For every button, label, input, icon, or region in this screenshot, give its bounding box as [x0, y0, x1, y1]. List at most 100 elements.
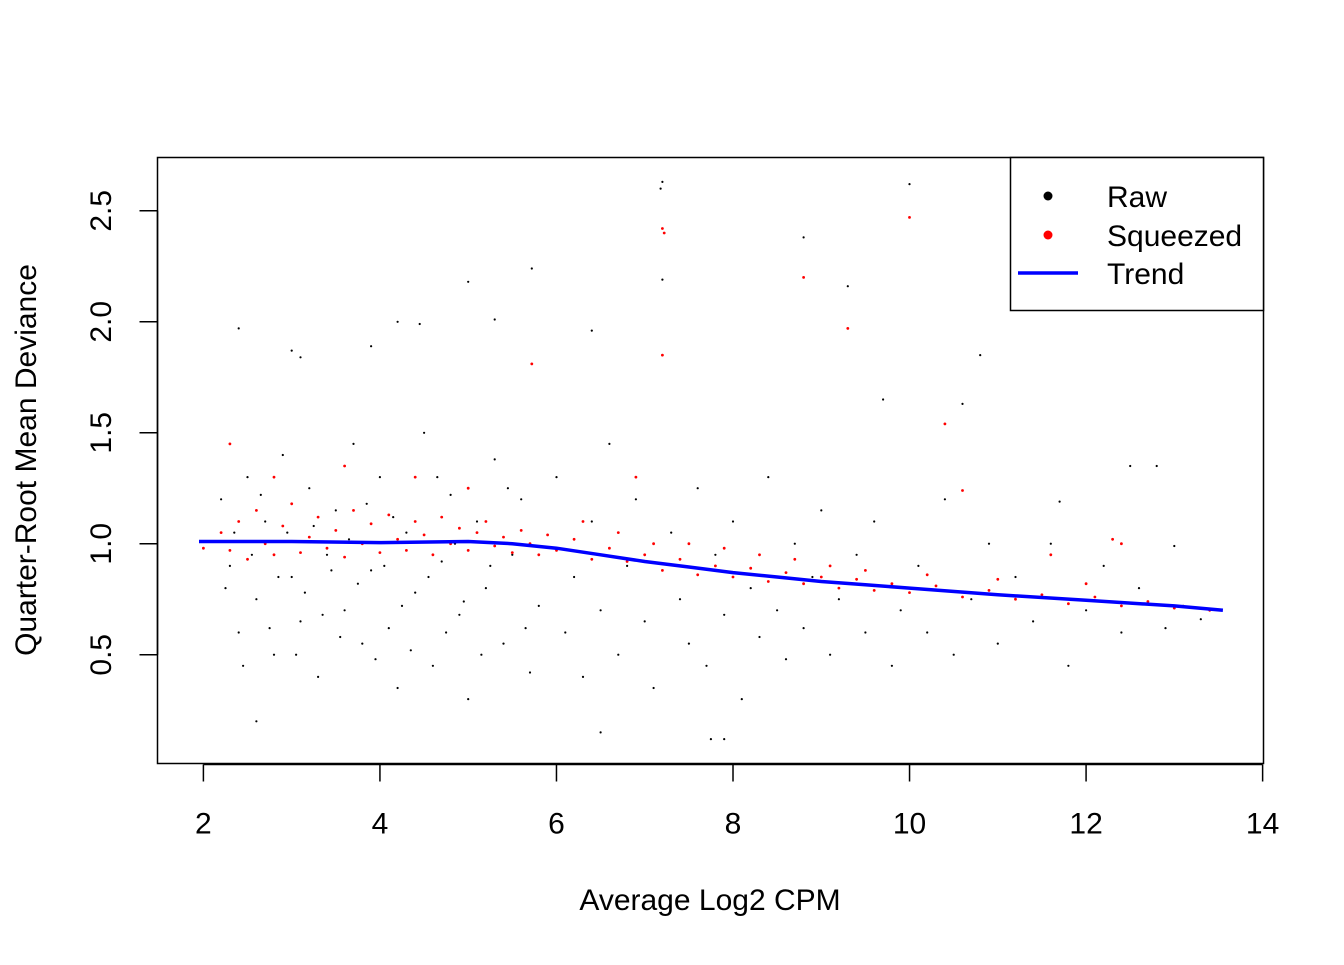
- squeezed-point: [1120, 542, 1123, 546]
- raw-point: [784, 658, 788, 661]
- squeezed-point: [1146, 600, 1150, 603]
- raw-point: [493, 458, 496, 461]
- squeezed-point: [943, 422, 947, 426]
- raw-point: [829, 653, 832, 656]
- x-tick-label: 12: [1069, 808, 1102, 841]
- legend-squeezed-symbol: [1043, 230, 1053, 240]
- raw-point: [996, 642, 999, 645]
- raw-point: [855, 553, 858, 556]
- raw-point: [564, 631, 567, 634]
- raw-point: [480, 653, 483, 656]
- squeezed-point: [793, 557, 797, 561]
- squeezed-point: [616, 531, 620, 534]
- squeezed-point: [440, 515, 444, 519]
- squeezed-point: [766, 580, 770, 583]
- squeezed-point: [530, 362, 534, 366]
- squeezed-point: [749, 566, 753, 570]
- squeezed-point: [272, 475, 276, 479]
- raw-point: [659, 187, 662, 190]
- squeezed-point: [458, 526, 461, 530]
- raw-point: [537, 604, 540, 608]
- squeezed-point: [405, 549, 408, 552]
- squeezed-point: [634, 475, 638, 479]
- raw-point: [802, 236, 805, 239]
- raw-point: [330, 569, 333, 572]
- raw-point: [484, 587, 487, 590]
- y-tick-label: 1.5: [85, 412, 118, 454]
- squeezed-point: [661, 353, 664, 357]
- raw-point: [590, 520, 593, 523]
- raw-point: [299, 620, 302, 623]
- raw-point: [1155, 464, 1158, 468]
- raw-point: [255, 720, 258, 723]
- squeezed-point: [343, 464, 346, 468]
- raw-point: [1102, 564, 1105, 568]
- raw-point: [731, 520, 735, 523]
- raw-point: [696, 487, 699, 490]
- raw-point: [530, 267, 533, 270]
- raw-point: [431, 664, 434, 667]
- raw-point: [228, 564, 231, 568]
- raw-point: [493, 318, 496, 321]
- raw-point: [290, 349, 293, 352]
- squeezed-point: [281, 524, 285, 528]
- squeezed-point: [228, 442, 232, 446]
- squeezed-point: [828, 564, 832, 568]
- raw-point: [555, 476, 558, 479]
- squeezed-point: [662, 231, 666, 235]
- raw-point: [405, 531, 408, 534]
- raw-point: [599, 609, 602, 612]
- squeezed-point: [1111, 537, 1114, 541]
- raw-point: [303, 591, 306, 594]
- squeezed-point: [925, 573, 929, 577]
- raw-point: [670, 531, 673, 534]
- squeezed-point: [890, 582, 894, 586]
- raw-point: [396, 686, 399, 690]
- raw-point: [1120, 631, 1123, 634]
- squeezed-point: [643, 553, 647, 557]
- raw-point: [325, 553, 329, 556]
- raw-point: [272, 653, 276, 656]
- raw-point: [352, 442, 355, 445]
- squeezed-point: [996, 577, 1000, 581]
- squeezed-point: [661, 227, 664, 230]
- squeezed-point: [722, 546, 726, 550]
- raw-point: [661, 278, 664, 281]
- x-tick-label: 8: [725, 808, 742, 841]
- raw-point: [581, 675, 585, 679]
- raw-point: [255, 598, 258, 601]
- raw-point: [767, 476, 770, 479]
- squeezed-point: [484, 520, 488, 523]
- raw-point: [224, 587, 227, 590]
- raw-point: [409, 649, 412, 652]
- squeezed-point: [466, 486, 470, 490]
- squeezed-point: [1040, 593, 1044, 597]
- raw-point: [864, 631, 867, 634]
- raw-point: [626, 564, 629, 568]
- y-axis: 0.5 1.0 1.5 2.0 2.5: [85, 190, 159, 676]
- raw-point: [926, 631, 929, 634]
- raw-point: [339, 635, 342, 639]
- squeezed-point: [378, 551, 382, 554]
- raw-point: [1032, 620, 1035, 623]
- raw-point: [882, 398, 885, 401]
- raw-point: [321, 613, 324, 616]
- raw-point: [440, 560, 443, 563]
- raw-point: [370, 569, 373, 572]
- squeezed-point: [908, 216, 911, 219]
- raw-point: [458, 613, 461, 616]
- raw-point: [383, 564, 386, 568]
- squeezed-point: [872, 589, 876, 592]
- raw-point: [290, 575, 293, 579]
- raw-point: [400, 604, 404, 608]
- raw-point: [1129, 464, 1132, 468]
- raw-point: [317, 675, 320, 679]
- raw-point: [445, 631, 448, 634]
- raw-point: [378, 476, 381, 479]
- raw-point: [908, 183, 911, 186]
- squeezed-point: [934, 584, 938, 588]
- raw-point: [286, 531, 289, 534]
- squeezed-point: [1084, 582, 1088, 586]
- squeezed-point: [413, 475, 417, 479]
- raw-point: [758, 635, 761, 639]
